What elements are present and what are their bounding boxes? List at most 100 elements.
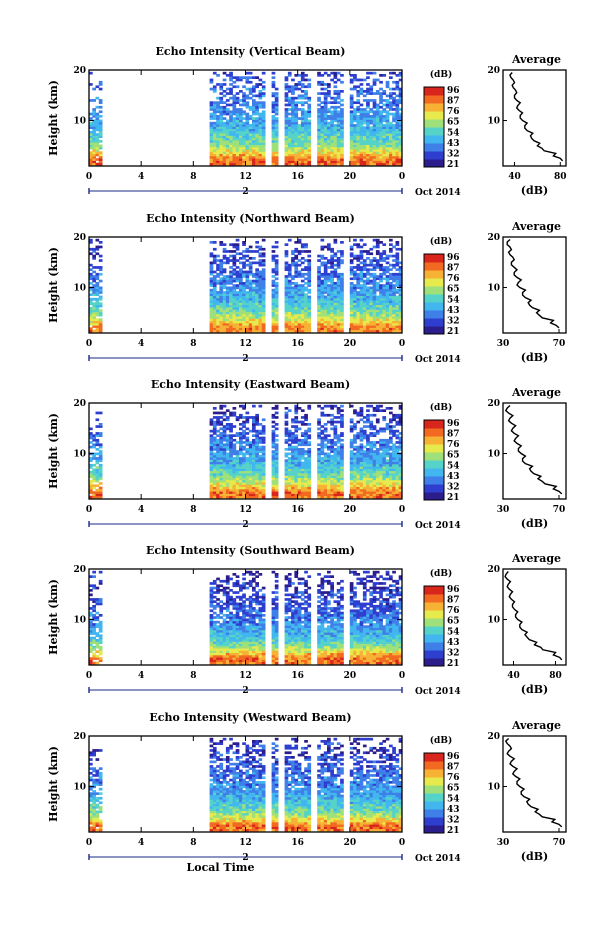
heatmap-cell (219, 83, 224, 86)
heatmap-cell (261, 158, 266, 161)
heatmap-cell (248, 486, 253, 490)
heatmap-cell (252, 130, 256, 134)
heatmap-cell (304, 135, 308, 139)
heatmap-cell (395, 252, 400, 256)
heatmap-cell (245, 297, 250, 301)
heatmap-cell (219, 266, 224, 269)
heatmap-cell (258, 286, 263, 290)
heatmap-cell (95, 275, 100, 278)
heatmap-cell (219, 450, 224, 453)
heatmap-cell (366, 479, 370, 483)
heatmap-cell (89, 457, 93, 460)
heatmap-cell (242, 121, 246, 125)
heatmap-cell (261, 486, 266, 490)
heatmap-cell (89, 151, 93, 154)
heatmap-cell (392, 87, 396, 91)
heatmap-cell (245, 286, 250, 290)
heatmap-cell (323, 101, 328, 104)
heatmap-cell (382, 272, 387, 276)
heatmap-cell (382, 110, 387, 114)
heatmap-cell (95, 320, 100, 324)
heatmap-cell (353, 124, 357, 127)
heatmap-cell (209, 438, 214, 442)
heatmap-cell (274, 293, 279, 296)
heatmap-cell (209, 151, 214, 154)
heatmap-cell (222, 479, 227, 483)
heatmap-cell (317, 110, 321, 114)
heatmap-cell (323, 322, 328, 326)
heatmap-cell (379, 316, 383, 319)
heatmap-cell (291, 117, 295, 120)
heatmap-cell (300, 466, 305, 469)
heatmap-cell (212, 311, 217, 315)
heatmap-cell (216, 459, 220, 462)
heatmap-cell (232, 137, 237, 141)
heatmap-cell (327, 445, 331, 449)
heatmap-cell (98, 124, 103, 127)
heatmap-cell (304, 441, 308, 444)
heatmap-cell (245, 452, 250, 456)
heatmap-cell (369, 318, 374, 321)
heatmap-cell (395, 318, 400, 321)
heatmap-cell (336, 327, 341, 331)
heatmap-cell (271, 434, 276, 437)
heatmap-cell (336, 288, 341, 292)
heatmap-cell (336, 452, 341, 456)
heatmap-cell (349, 133, 354, 136)
heatmap-cell (379, 304, 383, 308)
heatmap-cell (340, 468, 344, 472)
heatmap-cell (216, 110, 220, 114)
heatmap-cell (261, 135, 266, 139)
heatmap-cell (349, 309, 354, 312)
heatmap-cell (369, 493, 374, 497)
heatmap-cell (261, 304, 266, 308)
heatmap-cell (297, 475, 302, 478)
heatmap-cell (375, 92, 380, 95)
heatmap-cell (317, 418, 321, 422)
heatmap-cell (98, 454, 103, 458)
heatmap-cell (248, 162, 253, 166)
heatmap-cell (369, 425, 374, 428)
heatmap-cell (291, 140, 295, 143)
heatmap-cell (356, 450, 361, 453)
heatmap-cell (349, 307, 354, 310)
heatmap-cell (336, 149, 341, 152)
heatmap-cell (392, 103, 396, 107)
heatmap-cell (229, 482, 233, 485)
heatmap-cell (304, 443, 308, 447)
heatmap-cell (235, 108, 240, 111)
heatmap-cell (291, 112, 295, 116)
heatmap-cell (389, 282, 393, 285)
heatmap-cell (261, 325, 266, 328)
heatmap-cell (333, 293, 338, 296)
heatmap-cell (284, 92, 289, 95)
heatmap-cell (235, 146, 240, 150)
heatmap-cell (300, 316, 305, 319)
heatmap-cell (294, 448, 299, 451)
heatmap-cell (271, 486, 276, 490)
heatmap-cell (225, 142, 230, 145)
heatmap-cell (222, 329, 227, 333)
heatmap-cell (216, 466, 220, 469)
heatmap-cell (379, 149, 383, 152)
heatmap-cell (369, 115, 374, 118)
heatmap-cell (323, 108, 328, 111)
heatmap-cell (95, 425, 100, 428)
heatmap-cell (327, 259, 331, 262)
heatmap-cell (336, 495, 341, 499)
heatmap-cell (291, 420, 295, 424)
heatmap-cell (294, 135, 299, 139)
heatmap-cell (235, 454, 240, 458)
heatmap-cell (89, 313, 93, 317)
heatmap-cell (320, 263, 325, 267)
heatmap-cell (284, 128, 289, 132)
heatmap-cell (291, 488, 295, 492)
heatmap-cell (242, 250, 246, 253)
heatmap-cell (330, 140, 334, 143)
heatmap-cell (300, 261, 305, 265)
heatmap-cell (245, 247, 250, 251)
colorbar-tick-label: 21 (447, 327, 460, 337)
heatmap-cell (323, 117, 328, 120)
heatmap-cell (242, 327, 246, 331)
heatmap-cell (395, 275, 400, 278)
